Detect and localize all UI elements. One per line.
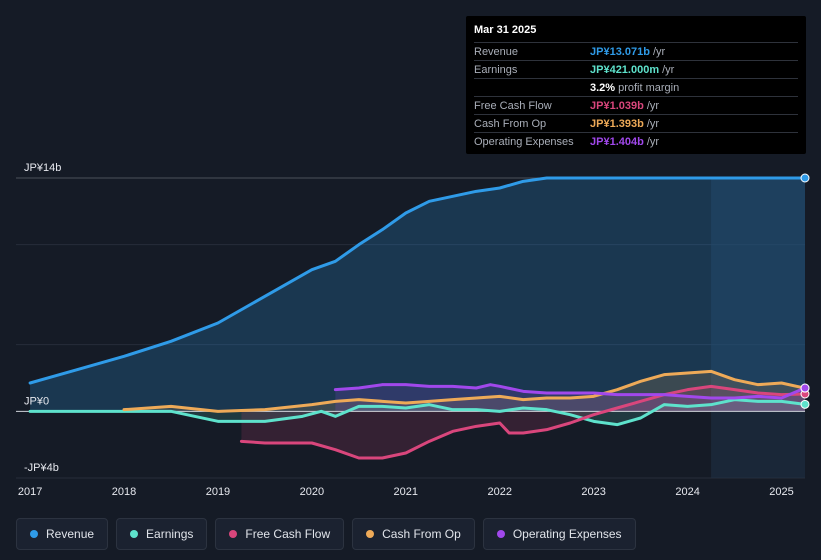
free-cash-flow-line bbox=[239, 384, 807, 460]
tooltip-label: Operating Expenses bbox=[474, 135, 574, 148]
tooltip-value: JP¥13.071b bbox=[590, 45, 650, 58]
series-endpoints bbox=[800, 173, 810, 409]
x-tick-label: 2024 bbox=[675, 486, 699, 498]
revenue-endpoint bbox=[800, 173, 810, 183]
earnings-area bbox=[30, 399, 805, 425]
tooltip-unit: /yr bbox=[646, 99, 660, 112]
x-tick-label: 2023 bbox=[581, 486, 605, 498]
operating-expenses-line bbox=[333, 383, 807, 400]
y-tick-label: JP¥0 bbox=[24, 395, 49, 407]
tooltip-unit: profit margin bbox=[618, 81, 680, 94]
revenue-line bbox=[28, 176, 807, 385]
legend-item-earnings[interactable]: Earnings bbox=[116, 518, 208, 550]
tooltip-label: Revenue bbox=[474, 45, 519, 58]
tooltip-value: JP¥1.404b bbox=[590, 135, 644, 148]
legend-item-cash-from-op[interactable]: Cash From Op bbox=[352, 518, 475, 550]
tooltip-row-free-cash-flow: Free Cash Flow JP¥1.039b /yr bbox=[474, 96, 798, 114]
legend-label: Cash From Op bbox=[382, 527, 461, 541]
legend-item-revenue[interactable]: Revenue bbox=[16, 518, 109, 550]
series-areas bbox=[30, 178, 805, 458]
x-tick-label: 2018 bbox=[112, 486, 136, 498]
legend-item-operating-expenses[interactable]: Operating Expenses bbox=[482, 518, 636, 550]
cash-from-op-line bbox=[122, 369, 807, 413]
tooltip-date: Mar 31 2025 bbox=[474, 24, 537, 36]
tooltip-value: JP¥1.039b bbox=[590, 99, 644, 112]
legend-label: Operating Expenses bbox=[512, 527, 622, 541]
tooltip-unit: /yr bbox=[652, 45, 666, 58]
tooltip-unit: /yr bbox=[646, 135, 660, 148]
tooltip-unit: /yr bbox=[646, 117, 660, 130]
tooltip-row-revenue: Revenue JP¥13.071b /yr bbox=[474, 42, 798, 60]
tooltip-label: Earnings bbox=[474, 63, 518, 76]
tooltip-row-cash-from-op: Cash From Op JP¥1.393b /yr bbox=[474, 114, 798, 132]
x-tick-label: 2020 bbox=[300, 486, 324, 498]
series-lines bbox=[28, 176, 807, 460]
y-axis-labels: JP¥14b JP¥0 -JP¥4b bbox=[24, 162, 61, 474]
cash-from-op-area bbox=[124, 371, 805, 412]
x-tick-label: 2021 bbox=[394, 486, 418, 498]
tooltip: Mar 31 2025 Revenue JP¥13.071b /yr Earni… bbox=[466, 16, 806, 154]
y-tick-label: JP¥14b bbox=[24, 162, 61, 174]
forecast-shade bbox=[711, 178, 805, 478]
legend: Revenue Earnings Free Cash Flow Cash Fro… bbox=[16, 518, 636, 550]
tooltip-value: JP¥1.393b bbox=[590, 117, 644, 130]
tooltip-label: Free Cash Flow bbox=[474, 99, 552, 112]
tooltip-value: JP¥421.000m bbox=[590, 63, 660, 76]
y-tick-label: -JP¥4b bbox=[24, 462, 59, 474]
tooltip-row-operating-expenses: Operating Expenses JP¥1.404b /yr bbox=[474, 132, 798, 150]
legend-label: Earnings bbox=[146, 527, 194, 541]
legend-dot-icon bbox=[366, 530, 375, 538]
x-tick-label: 2022 bbox=[487, 486, 511, 498]
tooltip-unit: /yr bbox=[662, 63, 675, 76]
x-axis-labels: 2017 2018 2019 2020 2021 2022 2023 2024 2025 bbox=[18, 486, 794, 498]
legend-label: Revenue bbox=[46, 527, 95, 541]
earnings-endpoint bbox=[800, 399, 810, 409]
tooltip-row-earnings: Earnings JP¥421.000m /yr bbox=[474, 60, 798, 78]
legend-dot-icon bbox=[130, 530, 139, 538]
x-tick-label: 2025 bbox=[769, 486, 793, 498]
legend-item-free-cash-flow[interactable]: Free Cash Flow bbox=[215, 518, 345, 550]
x-tick-label: 2019 bbox=[206, 486, 230, 498]
legend-label: Free Cash Flow bbox=[245, 527, 331, 541]
legend-dot-icon bbox=[229, 530, 238, 538]
x-tick-label: 2017 bbox=[18, 486, 42, 498]
tooltip-value: 3.2% bbox=[590, 81, 616, 94]
legend-dot-icon bbox=[496, 530, 505, 538]
operating-expenses-endpoint bbox=[800, 383, 810, 393]
revenue-area bbox=[30, 178, 805, 412]
earnings-line bbox=[28, 398, 807, 427]
legend-dot-icon bbox=[30, 530, 38, 538]
tooltip-row-profit-margin: 3.2% profit margin bbox=[474, 78, 798, 96]
tooltip-label: Cash From Op bbox=[474, 117, 547, 130]
